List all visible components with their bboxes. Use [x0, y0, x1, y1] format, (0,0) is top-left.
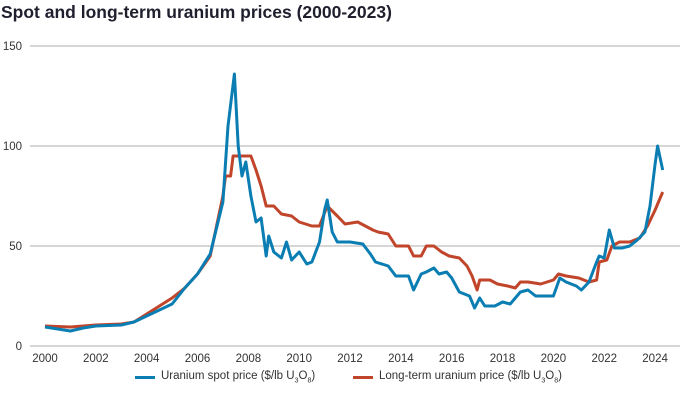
x-tick-label: 2016 [439, 353, 465, 365]
x-tick-label: 2010 [286, 353, 312, 365]
x-tick-label: 2014 [388, 353, 414, 365]
series-line-spot [44, 72, 665, 333]
chart-title: Spot and long-term uranium prices (2000-… [1, 2, 392, 22]
x-tick-label: 2020 [541, 353, 567, 365]
x-tick-label: 2006 [185, 353, 211, 365]
y-tick-label: 100 [3, 141, 22, 153]
legend-swatch-long-term [353, 375, 373, 379]
y-tick-label: 50 [9, 241, 22, 253]
x-tick-label: 2002 [83, 353, 109, 365]
x-tick-label: 2012 [337, 353, 363, 365]
legend-item-long-term: Long-term uranium price ($/lb U3O8) [353, 370, 562, 384]
legend-label-long-term: Long-term uranium price ($/lb U3O8) [379, 370, 562, 385]
legend-item-spot: Uranium spot price ($/lb U3O8) [135, 370, 315, 384]
x-tick-label: 2000 [32, 353, 58, 365]
y-tick-label: 0 [16, 341, 22, 353]
y-tick-label: 150 [3, 41, 22, 53]
legend-swatch-spot [135, 375, 155, 379]
legend-label-spot: Uranium spot price ($/lb U3O8) [161, 370, 316, 385]
x-tick-label: 2004 [134, 353, 160, 365]
x-tick-label: 2008 [236, 353, 262, 365]
x-tick-label: 2022 [591, 353, 617, 365]
x-tick-label: 2024 [642, 353, 668, 365]
x-tick-label: 2018 [490, 353, 516, 365]
